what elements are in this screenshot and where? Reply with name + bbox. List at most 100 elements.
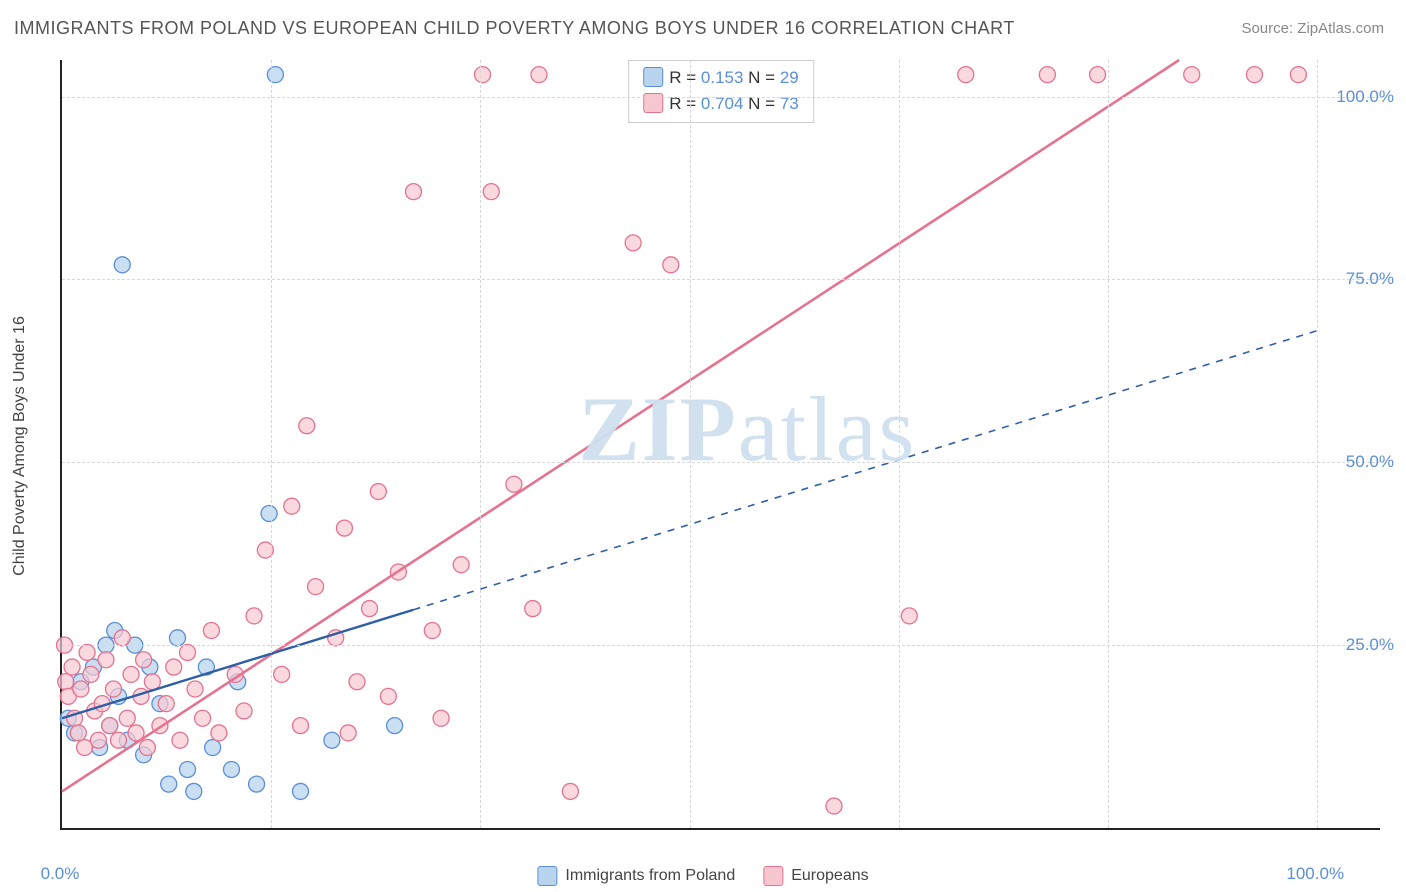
- trend-line: [413, 331, 1317, 610]
- data-point-europeans: [187, 681, 203, 697]
- legend-r-value: 0.153: [701, 68, 744, 87]
- gridline-vertical: [899, 60, 900, 828]
- data-point-europeans: [525, 601, 541, 617]
- data-point-europeans: [625, 235, 641, 251]
- data-point-europeans: [73, 681, 89, 697]
- legend-n-value: 29: [780, 68, 799, 87]
- data-point-europeans: [405, 184, 421, 200]
- data-point-europeans: [292, 718, 308, 734]
- data-point-poland: [324, 732, 340, 748]
- data-point-poland: [261, 505, 277, 521]
- data-point-europeans: [1184, 67, 1200, 83]
- data-point-europeans: [901, 608, 917, 624]
- x-tick-label: 100.0%: [1286, 864, 1344, 884]
- data-point-europeans: [340, 725, 356, 741]
- data-point-europeans: [64, 659, 80, 675]
- gridline-horizontal: [62, 279, 1380, 280]
- y-tick-label: 25.0%: [1346, 635, 1394, 655]
- series-legend-label: Europeans: [791, 867, 868, 884]
- data-point-europeans: [433, 710, 449, 726]
- data-point-europeans: [483, 184, 499, 200]
- y-tick-label: 75.0%: [1346, 269, 1394, 289]
- data-point-europeans: [246, 608, 262, 624]
- y-tick-label: 50.0%: [1346, 452, 1394, 472]
- data-point-europeans: [370, 484, 386, 500]
- data-point-europeans: [506, 476, 522, 492]
- data-point-europeans: [144, 674, 160, 690]
- data-point-europeans: [663, 257, 679, 273]
- data-point-europeans: [114, 630, 130, 646]
- data-point-europeans: [83, 666, 99, 682]
- legend-r-label: R =: [669, 68, 696, 87]
- data-point-poland: [169, 630, 185, 646]
- data-point-europeans: [136, 652, 152, 668]
- data-point-europeans: [531, 67, 547, 83]
- data-point-europeans: [1090, 67, 1106, 83]
- data-point-europeans: [236, 703, 252, 719]
- data-point-poland: [186, 783, 202, 799]
- data-point-europeans: [453, 557, 469, 573]
- legend-swatch: [537, 866, 557, 886]
- legend-row-poland: R = 0.153 N = 29: [643, 65, 799, 91]
- data-point-europeans: [424, 623, 440, 639]
- data-point-europeans: [362, 601, 378, 617]
- series-legend: Immigrants from Poland Europeans: [537, 866, 868, 886]
- data-point-europeans: [105, 681, 121, 697]
- data-point-poland: [267, 67, 283, 83]
- gridline-vertical: [690, 60, 691, 828]
- data-point-europeans: [1290, 67, 1306, 83]
- data-point-europeans: [90, 732, 106, 748]
- data-point-europeans: [195, 710, 211, 726]
- data-point-europeans: [158, 696, 174, 712]
- legend-n-label: N =: [748, 68, 775, 87]
- legend-swatch: [763, 866, 783, 886]
- gridline-vertical: [1317, 60, 1318, 828]
- data-point-europeans: [284, 498, 300, 514]
- data-point-europeans: [123, 666, 139, 682]
- legend-swatch: [643, 93, 663, 113]
- data-point-europeans: [58, 674, 74, 690]
- series-legend-item-poland: Immigrants from Poland: [537, 866, 735, 886]
- y-tick-label: 100.0%: [1336, 87, 1394, 107]
- data-point-poland: [292, 783, 308, 799]
- source-label: Source: ZipAtlas.com: [1241, 20, 1384, 37]
- data-point-europeans: [958, 67, 974, 83]
- data-point-europeans: [139, 740, 155, 756]
- data-point-europeans: [166, 659, 182, 675]
- data-point-europeans: [308, 579, 324, 595]
- data-point-poland: [161, 776, 177, 792]
- data-point-poland: [114, 257, 130, 273]
- data-point-europeans: [349, 674, 365, 690]
- data-point-poland: [387, 718, 403, 734]
- plot-area: ZIPatlas R = 0.153 N = 29R = 0.704 N = 7…: [60, 60, 1380, 830]
- data-point-europeans: [475, 67, 491, 83]
- series-legend-item-europeans: Europeans: [763, 866, 868, 886]
- data-point-poland: [223, 761, 239, 777]
- data-point-europeans: [98, 652, 114, 668]
- data-point-poland: [205, 740, 221, 756]
- gridline-vertical: [480, 60, 481, 828]
- gridline-vertical: [1108, 60, 1109, 828]
- data-point-europeans: [70, 725, 86, 741]
- gridline-horizontal: [62, 97, 1380, 98]
- data-point-europeans: [1039, 67, 1055, 83]
- data-point-europeans: [180, 644, 196, 660]
- gridline-horizontal: [62, 462, 1380, 463]
- data-point-europeans: [299, 418, 315, 434]
- data-point-europeans: [1246, 67, 1262, 83]
- gridline-vertical: [271, 60, 272, 828]
- data-point-europeans: [336, 520, 352, 536]
- correlation-legend: R = 0.153 N = 29R = 0.704 N = 73: [628, 60, 814, 123]
- data-point-europeans: [274, 666, 290, 682]
- data-point-poland: [249, 776, 265, 792]
- plot-svg: [62, 60, 1380, 828]
- data-point-europeans: [172, 732, 188, 748]
- series-legend-label: Immigrants from Poland: [565, 867, 735, 884]
- data-point-europeans: [119, 710, 135, 726]
- data-point-europeans: [79, 644, 95, 660]
- data-point-europeans: [826, 798, 842, 814]
- data-point-europeans: [110, 732, 126, 748]
- data-point-europeans: [203, 623, 219, 639]
- data-point-europeans: [102, 718, 118, 734]
- data-point-europeans: [380, 688, 396, 704]
